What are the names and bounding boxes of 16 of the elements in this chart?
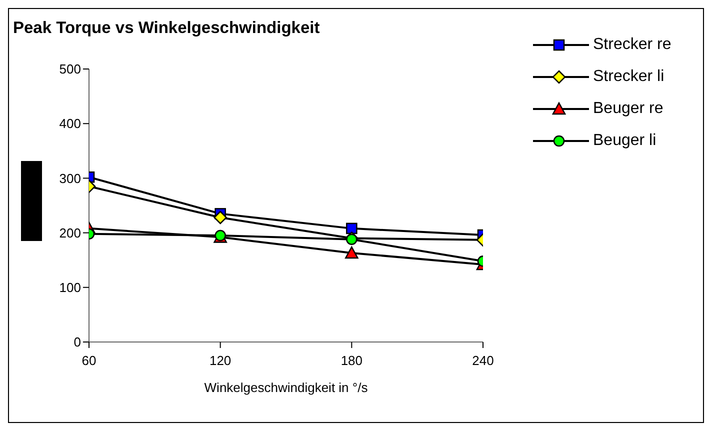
y-tick-label: 400: [59, 116, 81, 132]
x-tick-label: 240: [472, 353, 494, 368]
x-tick-label: 180: [340, 353, 363, 368]
y-tick-label: 100: [59, 280, 81, 296]
x-tick-label: 120: [209, 353, 232, 368]
y-tick-label: 500: [59, 62, 81, 77]
x-axis-title: Winkelgeschwindigkeit in °/s: [204, 380, 368, 395]
legend-label: Strecker re: [593, 36, 672, 54]
chart-title: Peak Torque vs Winkelgeschwindigkeit: [13, 19, 320, 38]
legend-label: Beuger li: [593, 132, 656, 150]
y-tick-label: 200: [59, 225, 81, 240]
legend-label: Beuger re: [593, 100, 664, 118]
y-tick-label: 300: [59, 170, 81, 186]
legend-label: Strecker li: [593, 68, 664, 86]
x-tick-label: 60: [82, 353, 96, 368]
y-tick-label: 0: [74, 334, 81, 350]
